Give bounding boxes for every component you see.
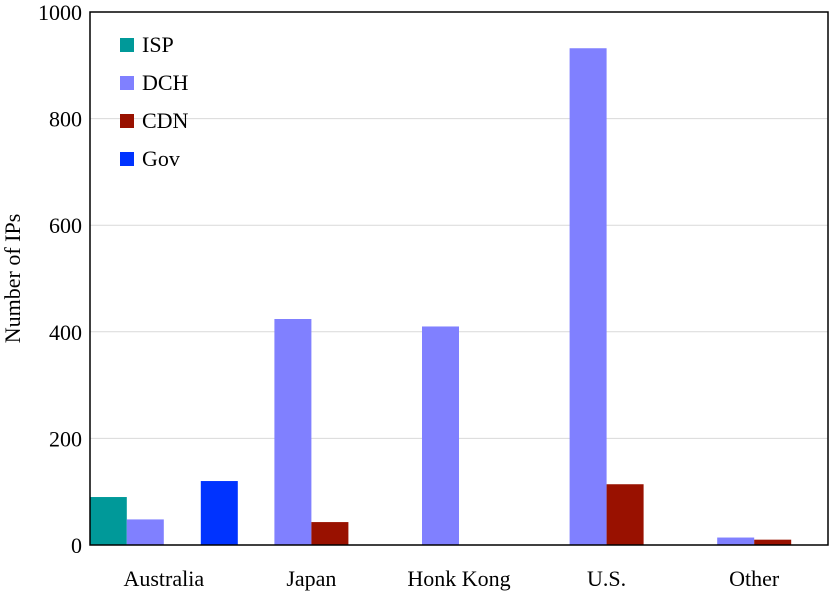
x-category-label: Australia — [123, 566, 204, 591]
y-tick-label: 400 — [49, 320, 82, 345]
legend-swatch-dch — [120, 76, 134, 90]
bar-dch-u-s- — [569, 48, 607, 546]
x-category-label: Japan — [286, 566, 336, 591]
legend: ISP DCH CDN Gov — [120, 32, 189, 171]
x-category-label: Honk Kong — [407, 566, 510, 591]
bar-cdn-u-s- — [606, 484, 644, 545]
bar-dch-other — [717, 537, 755, 545]
bar-cdn-japan — [311, 522, 349, 545]
bar-isp-australia — [89, 497, 127, 545]
bar-gov-australia — [200, 481, 238, 545]
bar-cdn-other — [754, 539, 792, 545]
legend-label-isp: ISP — [142, 32, 174, 57]
legend-swatch-cdn — [120, 114, 134, 128]
x-category-label: Other — [729, 566, 780, 591]
legend-label-dch: DCH — [142, 70, 189, 95]
plot-frame — [89, 11, 829, 546]
y-axis-ticks: 0 200 400 600 800 1000 — [38, 0, 82, 558]
legend-swatch-isp — [120, 38, 134, 52]
y-tick-label: 1000 — [38, 0, 82, 25]
legend-swatch-gov — [120, 152, 134, 166]
y-tick-label: 200 — [49, 426, 82, 451]
legend-label-gov: Gov — [142, 146, 180, 171]
y-axis-title: Number of IPs — [0, 214, 25, 344]
bar-dch-japan — [274, 319, 312, 545]
bar-dch-australia — [126, 519, 164, 545]
legend-label-cdn: CDN — [142, 108, 189, 133]
bar-dch-honk-kong — [422, 326, 459, 545]
x-category-label: U.S. — [587, 566, 626, 591]
x-axis-labels: Australia Japan Honk Kong U.S. Other — [123, 566, 779, 591]
y-tick-label: 0 — [71, 533, 82, 558]
bars — [89, 48, 792, 546]
y-tick-label: 600 — [49, 213, 82, 238]
y-tick-label: 800 — [49, 107, 82, 132]
